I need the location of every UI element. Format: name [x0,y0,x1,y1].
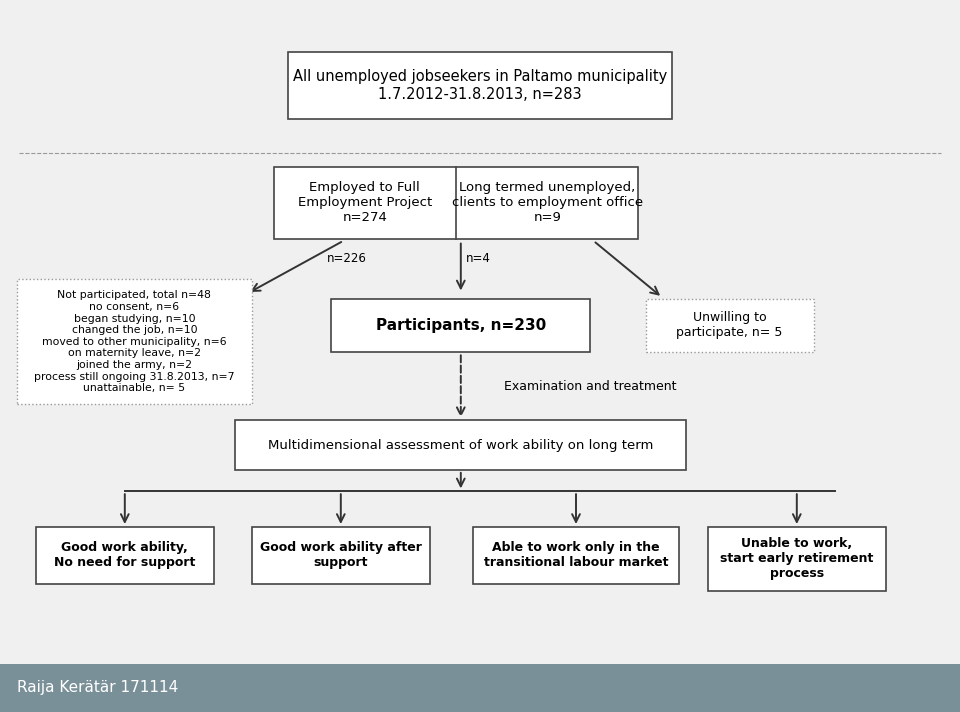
Text: All unemployed jobseekers in Paltamo municipality
1.7.2012-31.8.2013, n=283: All unemployed jobseekers in Paltamo mun… [293,69,667,102]
Text: Employed to Full
Employment Project
n=274: Employed to Full Employment Project n=27… [298,182,432,224]
FancyBboxPatch shape [0,664,960,712]
Text: Unwilling to
participate, n= 5: Unwilling to participate, n= 5 [677,311,782,340]
Text: Good work ability,
No need for support: Good work ability, No need for support [54,541,196,570]
Text: n=226: n=226 [326,252,367,265]
Text: Not participated, total n=48
no consent, n=6
began studying, n=10
changed the jo: Not participated, total n=48 no consent,… [35,290,234,393]
Text: n=4: n=4 [466,252,491,265]
FancyBboxPatch shape [288,52,672,119]
FancyBboxPatch shape [274,167,638,239]
Text: Good work ability after
support: Good work ability after support [260,541,421,570]
FancyBboxPatch shape [235,420,686,470]
Text: Unable to work,
start early retirement
process: Unable to work, start early retirement p… [720,538,874,580]
Text: Participants, n=230: Participants, n=230 [375,318,546,333]
Text: Raija Kerätär 171114: Raija Kerätär 171114 [17,680,179,696]
FancyBboxPatch shape [252,527,429,584]
FancyBboxPatch shape [708,527,885,591]
FancyBboxPatch shape [36,527,213,584]
FancyBboxPatch shape [472,527,680,584]
Text: Long termed unemployed,
clients to employment office
n=9: Long termed unemployed, clients to emplo… [451,182,643,224]
Text: Able to work only in the
transitional labour market: Able to work only in the transitional la… [484,541,668,570]
FancyBboxPatch shape [331,299,590,352]
FancyBboxPatch shape [645,299,813,352]
Text: Multidimensional assessment of work ability on long term: Multidimensional assessment of work abil… [268,439,654,451]
Text: Examination and treatment: Examination and treatment [504,380,677,393]
FancyBboxPatch shape [17,280,252,404]
